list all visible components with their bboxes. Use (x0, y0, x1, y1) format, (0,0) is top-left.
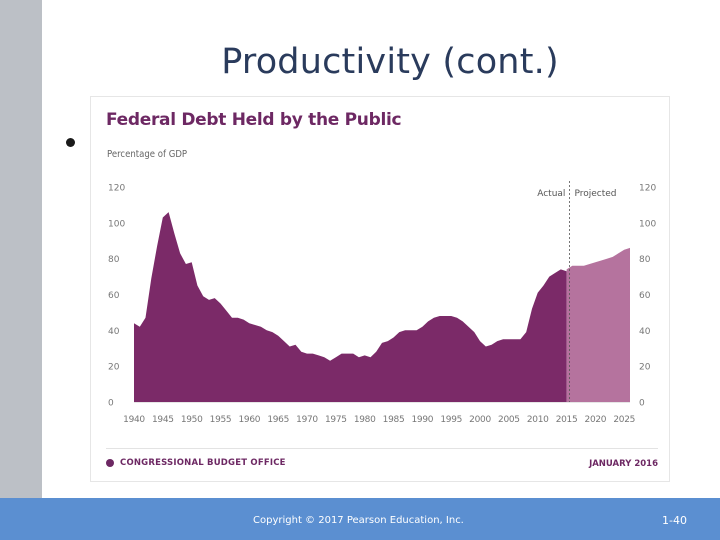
y-tick-left: 120 (108, 184, 125, 194)
y-tick-left: 60 (108, 291, 120, 301)
y-tick-left: 80 (108, 255, 120, 265)
y-tick-left: 100 (108, 219, 125, 229)
area-series-actual (134, 212, 567, 402)
x-tick-label: 2025 (613, 415, 635, 425)
x-tick-label: 2005 (498, 415, 520, 425)
x-tick-label: 2010 (527, 415, 549, 425)
chart-source-label: CONGRESSIONAL BUDGET OFFICE (120, 458, 286, 468)
x-tick-label: 1965 (267, 415, 289, 425)
area-series-projected (566, 247, 630, 402)
copyright-notice: Copyright © 2017 Pearson Education, Inc. (253, 515, 464, 526)
x-tick-label: 2015 (556, 415, 578, 425)
x-tick-label: 1940 (123, 415, 145, 425)
x-tick-label: 1960 (238, 415, 260, 425)
y-tick-right: 100 (639, 219, 656, 229)
x-tick-label: 1985 (383, 415, 405, 425)
cbo-logo-icon (106, 459, 114, 467)
annotation-actual: Actual (537, 189, 565, 199)
y-tick-right: 80 (639, 255, 651, 265)
y-tick-right: 20 (639, 363, 651, 373)
annotation-projected: Projected (574, 189, 616, 199)
y-tick-left: 40 (108, 327, 120, 337)
chart-footer-divider (106, 448, 658, 449)
x-tick-label: 1945 (152, 415, 174, 425)
chart-date: JANUARY 2016 (589, 459, 658, 469)
x-tick-label: 2000 (469, 415, 491, 425)
x-tick-label: 1950 (181, 415, 203, 425)
left-accent-bar (0, 0, 42, 498)
x-tick-label: 1975 (325, 415, 347, 425)
footer-bar (0, 498, 720, 540)
x-tick-label: 1955 (210, 415, 232, 425)
x-tick-label: 1980 (354, 415, 376, 425)
chart-y-label: Percentage of GDP (107, 149, 188, 160)
x-tick-label: 2020 (585, 415, 607, 425)
slide-title: Productivity (cont.) (221, 42, 559, 82)
chart-source: CONGRESSIONAL BUDGET OFFICE (106, 458, 286, 468)
y-tick-right: 40 (639, 327, 651, 337)
y-tick-right: 120 (639, 184, 656, 194)
x-tick-label: 1990 (412, 415, 434, 425)
y-tick-left: 0 (108, 399, 114, 409)
y-tick-left: 20 (108, 363, 120, 373)
y-tick-right: 0 (639, 399, 645, 409)
x-tick-label: 1995 (440, 415, 462, 425)
slide-number: 1-40 (662, 514, 687, 527)
x-tick-label: 1970 (296, 415, 318, 425)
chart-title: Federal Debt Held by the Public (106, 110, 402, 130)
bullet-point (66, 138, 75, 147)
y-tick-right: 60 (639, 291, 651, 301)
